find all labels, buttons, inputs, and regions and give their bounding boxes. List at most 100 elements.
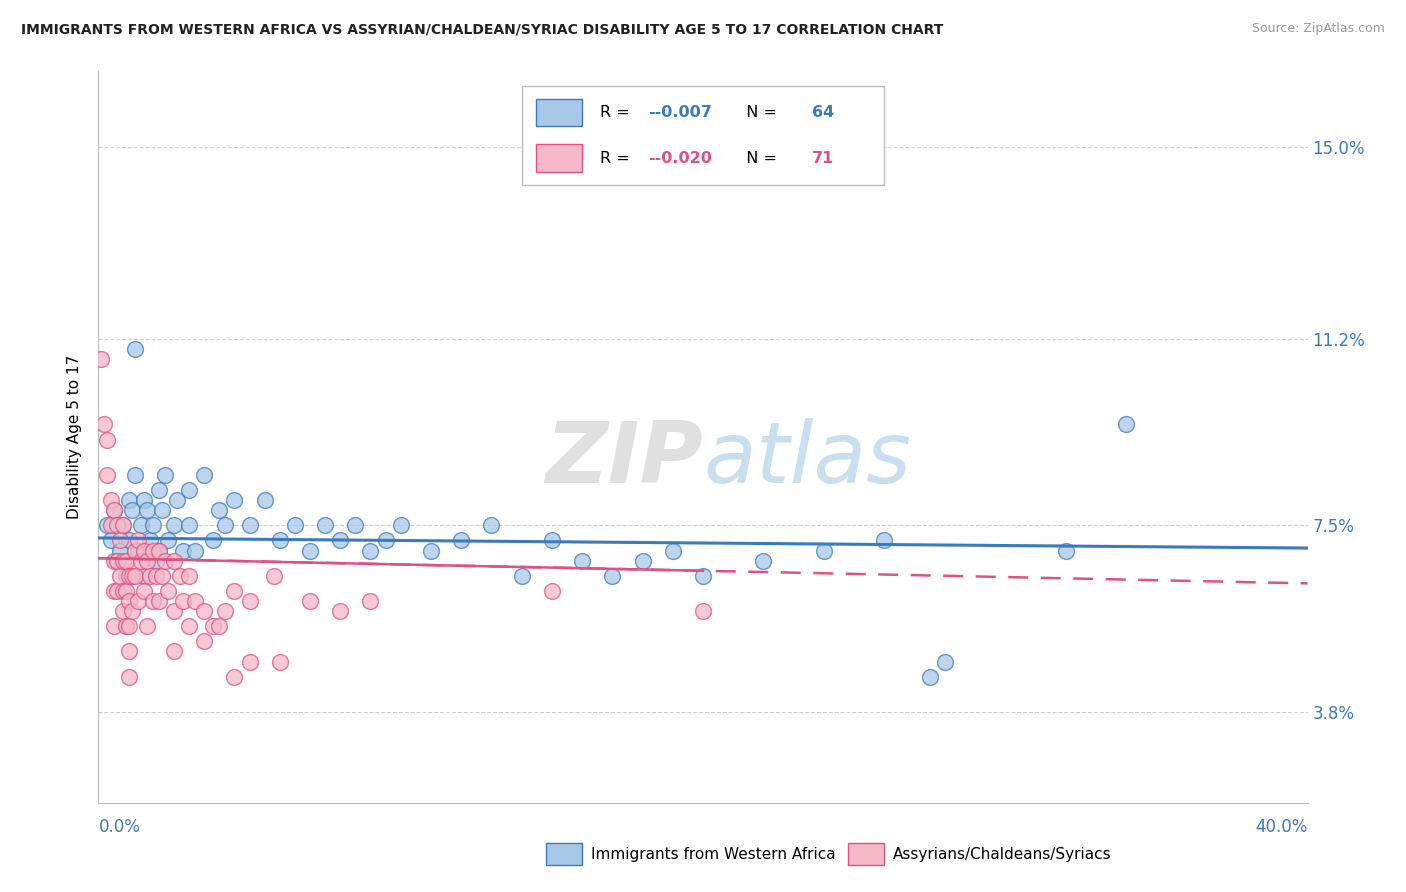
Point: [96, 433, 118, 447]
Point: [108, 543, 131, 558]
Point: [299, 543, 322, 558]
Point: [111, 604, 134, 618]
Point: [114, 569, 136, 583]
Point: [148, 594, 170, 608]
Point: [389, 518, 412, 533]
Point: [111, 583, 134, 598]
Point: [172, 594, 194, 608]
Point: [214, 518, 236, 533]
Point: [571, 554, 593, 568]
Point: [132, 569, 155, 583]
Point: [103, 554, 125, 568]
Point: [103, 583, 125, 598]
Point: [184, 543, 207, 558]
Point: [96, 467, 118, 482]
Point: [202, 619, 225, 633]
Point: [692, 569, 714, 583]
Point: [121, 503, 143, 517]
Point: [129, 554, 152, 568]
Point: [132, 583, 155, 598]
Point: [224, 670, 246, 684]
Point: [329, 533, 352, 548]
FancyBboxPatch shape: [546, 843, 582, 865]
Text: 0.0%: 0.0%: [98, 818, 141, 836]
Point: [253, 493, 276, 508]
Point: [239, 655, 262, 669]
Point: [100, 518, 122, 533]
Point: [127, 533, 149, 548]
Text: atlas: atlas: [703, 417, 911, 500]
Point: [166, 493, 188, 508]
Point: [124, 467, 146, 482]
Point: [124, 543, 146, 558]
Point: [114, 619, 136, 633]
Point: [129, 518, 152, 533]
Text: N =: N =: [735, 151, 782, 166]
Point: [163, 518, 186, 533]
Point: [360, 594, 382, 608]
Point: [1115, 417, 1137, 432]
Point: [135, 619, 157, 633]
Point: [918, 670, 941, 684]
Point: [142, 518, 165, 533]
Point: [269, 655, 291, 669]
Text: 40.0%: 40.0%: [1256, 818, 1308, 836]
Point: [142, 543, 165, 558]
Point: [139, 569, 162, 583]
FancyBboxPatch shape: [536, 145, 582, 171]
Text: --0.020: --0.020: [648, 151, 713, 166]
Point: [752, 554, 775, 568]
Point: [239, 518, 262, 533]
Point: [269, 533, 291, 548]
Text: R =: R =: [600, 151, 636, 166]
Point: [114, 583, 136, 598]
Point: [224, 493, 246, 508]
Point: [193, 467, 215, 482]
Text: Source: ZipAtlas.com: Source: ZipAtlas.com: [1251, 22, 1385, 36]
Point: [208, 619, 231, 633]
Point: [813, 543, 835, 558]
Point: [172, 543, 194, 558]
Point: [105, 583, 128, 598]
Point: [179, 483, 201, 497]
Point: [179, 569, 201, 583]
Text: 64: 64: [811, 105, 834, 120]
Point: [224, 583, 246, 598]
Point: [214, 604, 236, 618]
Point: [299, 594, 322, 608]
Text: Immigrants from Western Africa: Immigrants from Western Africa: [591, 847, 835, 862]
Point: [163, 604, 186, 618]
Point: [103, 503, 125, 517]
Point: [118, 594, 141, 608]
Point: [132, 493, 155, 508]
Point: [202, 533, 225, 548]
Point: [184, 594, 207, 608]
Point: [118, 644, 141, 658]
Text: ZIP: ZIP: [546, 417, 703, 500]
Point: [150, 569, 173, 583]
Point: [108, 533, 131, 548]
Point: [540, 533, 562, 548]
Point: [132, 543, 155, 558]
Point: [135, 503, 157, 517]
Text: --0.007: --0.007: [648, 105, 713, 120]
Point: [103, 619, 125, 633]
Point: [692, 604, 714, 618]
Point: [118, 619, 141, 633]
FancyBboxPatch shape: [536, 99, 582, 127]
Point: [121, 569, 143, 583]
Point: [344, 518, 367, 533]
Point: [239, 594, 262, 608]
Point: [127, 594, 149, 608]
Point: [118, 533, 141, 548]
Point: [156, 583, 179, 598]
Point: [602, 569, 624, 583]
Point: [142, 594, 165, 608]
Point: [153, 554, 176, 568]
Point: [111, 518, 134, 533]
Y-axis label: Disability Age 5 to 17: Disability Age 5 to 17: [67, 355, 83, 519]
Point: [631, 554, 654, 568]
Point: [153, 467, 176, 482]
Point: [481, 518, 503, 533]
Point: [145, 554, 167, 568]
